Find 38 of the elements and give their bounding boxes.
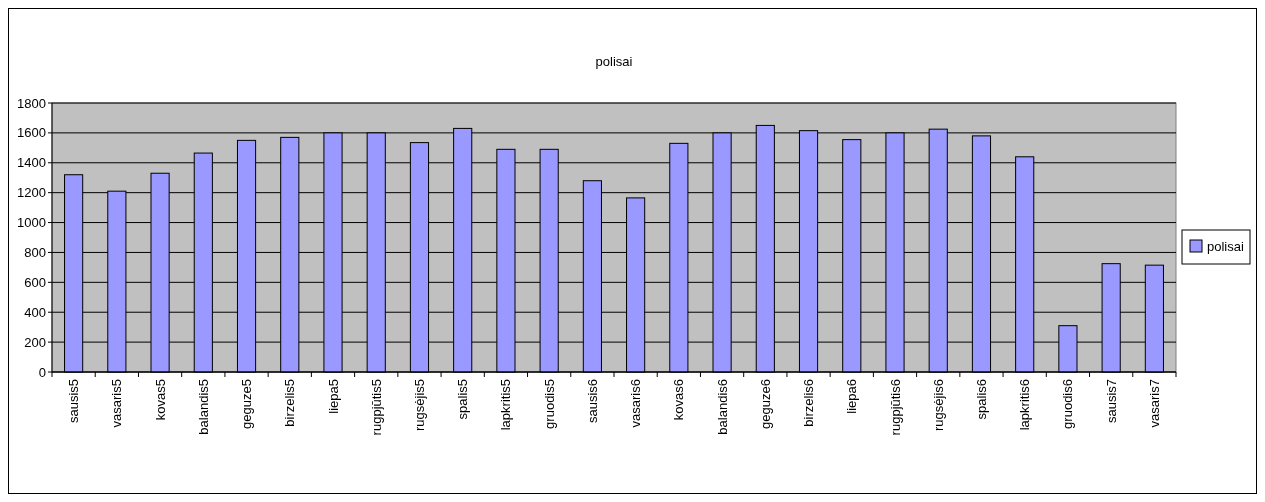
y-tick-label: 0 (38, 364, 46, 380)
x-tick-label: sausis7 (1103, 379, 1119, 424)
x-tick-label: spalis5 (455, 379, 471, 420)
x-tick-label: lapkritis6 (1017, 379, 1033, 431)
x-tick-label: liepa6 (844, 379, 860, 414)
x-tick-label: rugsėjis5 (412, 379, 428, 432)
x-tick-label: rugpjūtis6 (887, 379, 903, 436)
y-tick-label: 200 (24, 334, 46, 350)
y-tick-label: 1400 (17, 155, 46, 171)
chart-title: polisai (595, 54, 633, 69)
x-tick-label: kovas6 (671, 379, 687, 421)
x-tick-label: sausis5 (66, 379, 82, 424)
x-tick-label: vasaris6 (628, 379, 644, 428)
y-tick-label: 400 (24, 304, 46, 320)
x-tick-label: rugsėjis6 (930, 379, 946, 432)
y-tick-label: 1200 (17, 185, 46, 201)
x-tick-label: birzelis6 (801, 379, 817, 427)
y-tick-label: 1000 (17, 215, 46, 231)
x-tick-label: spalis6 (974, 379, 990, 420)
x-tick-label: vasaris7 (1146, 379, 1162, 428)
x-tick-label: balandis5 (195, 379, 211, 435)
x-tick-label: gruodis6 (1060, 379, 1076, 429)
y-tick-label: 600 (24, 274, 46, 290)
y-tick-label: 800 (24, 244, 46, 260)
x-tick-label: vasaris5 (109, 379, 125, 428)
x-tick-label: geguze6 (757, 379, 773, 429)
x-tick-label: liepa5 (325, 379, 341, 414)
x-tick-label: gruodis5 (541, 379, 557, 429)
x-tick-label: birzelis5 (282, 379, 298, 427)
x-tick-label: kovas5 (152, 379, 168, 421)
x-tick-label: rugpjūtis5 (368, 379, 384, 436)
y-tick-label: 1600 (17, 125, 46, 141)
legend-label: polisai (1207, 238, 1244, 254)
x-tick-label: sausis6 (584, 379, 600, 424)
x-tick-label: lapkritis5 (498, 379, 514, 431)
x-tick-label: geguze5 (239, 379, 255, 429)
x-tick-label: balandis6 (714, 379, 730, 435)
y-tick-label: 1800 (17, 95, 46, 111)
